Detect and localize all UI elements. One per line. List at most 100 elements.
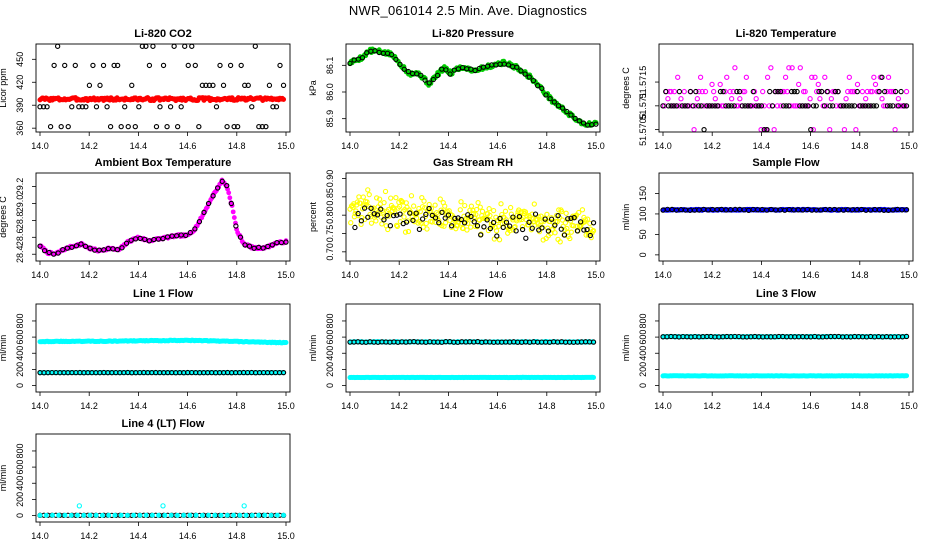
x-tick-label: 14.6: [179, 401, 197, 411]
data-point: [739, 103, 746, 109]
data-point: [544, 211, 550, 218]
data-point: [274, 512, 280, 518]
data-point: [539, 225, 545, 231]
data-point: [857, 103, 863, 109]
x-tick-label: 14.0: [341, 270, 359, 280]
data-point: [387, 223, 394, 229]
data-point: [468, 224, 474, 230]
data-point: [715, 103, 721, 109]
data-point: [782, 74, 789, 80]
data-point: [794, 88, 800, 95]
data-point: [168, 512, 174, 518]
data-point: [430, 76, 437, 83]
y-tick-label: 28.4: [15, 245, 25, 263]
data-point: [87, 512, 93, 518]
plot-frame: [658, 303, 914, 393]
data-point: [733, 103, 740, 109]
data-point: [226, 190, 232, 196]
data-point: [376, 196, 383, 202]
data-point: [129, 82, 135, 88]
data-point: [54, 43, 61, 49]
data-point: [397, 61, 403, 67]
plot-frame: [658, 43, 914, 133]
data-point: [809, 74, 815, 80]
series-ambient-black: [37, 178, 289, 257]
data-point: [104, 104, 110, 110]
series-pressure-black: [347, 48, 599, 128]
data-point: [457, 207, 463, 213]
data-point: [901, 103, 907, 109]
data-point: [142, 236, 148, 243]
data-point: [365, 214, 371, 220]
data-point: [584, 216, 591, 222]
data-point: [539, 85, 545, 91]
data-point: [665, 96, 671, 102]
data-point: [821, 103, 828, 109]
y-tick-label: 400: [15, 476, 25, 491]
data-point: [557, 239, 563, 245]
data-point: [786, 65, 792, 71]
data-point: [774, 103, 781, 109]
data-point: [478, 232, 484, 238]
data-point: [794, 103, 800, 109]
data-point: [442, 203, 448, 209]
data-point: [269, 242, 275, 248]
data-point: [423, 220, 429, 227]
data-point: [162, 512, 168, 518]
data-point: [841, 126, 848, 133]
panel-sample-flow: Sample Flow ml/min 14.0 14.2 14.4 14.6 14.8 15.…: [621, 157, 918, 280]
data-point: [854, 81, 861, 88]
y-tick-label: 0: [638, 383, 648, 388]
data-point: [534, 83, 541, 89]
x-tick-label: 14.2: [703, 270, 721, 280]
data-point: [43, 512, 49, 518]
data-point: [796, 81, 802, 88]
data-point: [408, 193, 415, 199]
x-tick-label: 14.2: [80, 401, 98, 411]
data-point: [848, 88, 854, 95]
data-point: [572, 115, 578, 122]
data-point: [750, 103, 756, 109]
data-point: [737, 96, 743, 102]
data-point: [150, 43, 156, 49]
data-point: [674, 103, 680, 109]
data-point: [224, 512, 230, 518]
data-point: [701, 126, 707, 133]
data-point: [411, 203, 417, 209]
y-tick-label: 800: [15, 313, 25, 328]
data-point: [846, 74, 852, 80]
y-tick-label: 200: [325, 362, 335, 377]
data-point: [771, 126, 777, 133]
data-point: [500, 224, 506, 230]
data-point: [421, 198, 427, 204]
data-point: [564, 108, 570, 115]
data-point: [281, 512, 287, 518]
data-point: [507, 223, 513, 229]
data-point: [182, 43, 188, 49]
data-point: [780, 103, 787, 109]
data-point: [519, 226, 526, 233]
data-point: [892, 88, 899, 95]
data-point: [280, 369, 287, 376]
data-point: [593, 121, 599, 127]
data-point: [903, 333, 910, 340]
data-point: [827, 103, 833, 109]
data-point: [503, 217, 509, 223]
data-point: [78, 241, 84, 247]
data-point: [364, 199, 370, 205]
panel-pressure: Li-820 Pressure kPa 14.0 14.2 14.4 14.6 14.8 15…: [308, 28, 605, 151]
data-point: [422, 77, 428, 83]
x-tick-label: 14.8: [851, 401, 869, 411]
data-point: [128, 237, 134, 243]
data-point: [181, 512, 187, 518]
data-point: [767, 88, 773, 95]
data-point: [227, 195, 233, 201]
data-point: [881, 88, 888, 95]
y-tick-label: 400: [325, 346, 335, 361]
data-point: [131, 512, 137, 518]
data-point: [563, 210, 569, 216]
data-point: [428, 205, 435, 212]
data-point: [568, 229, 574, 235]
data-point: [753, 96, 759, 102]
